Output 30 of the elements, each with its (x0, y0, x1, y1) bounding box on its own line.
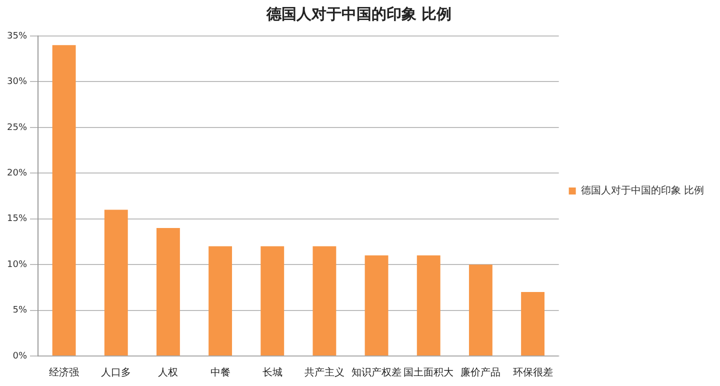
bar (260, 246, 284, 356)
x-tick-label: 人口多 (101, 366, 132, 379)
y-tick-label: 15% (6, 214, 28, 224)
x-tick-label: 国土面积大 (404, 366, 454, 379)
bar (312, 246, 336, 356)
bar (156, 228, 180, 356)
y-tick-label: 25% (6, 122, 28, 133)
bar (521, 292, 544, 356)
x-tick-label: 共产主义 (304, 366, 344, 379)
legend-label: 德国人对于中国的印象 比例 (580, 184, 704, 197)
bar (364, 255, 388, 356)
bar (416, 255, 440, 356)
bar (52, 45, 76, 356)
x-tick-label: 知识产权差 (352, 366, 402, 379)
chart-title: 德国人对于中国的印象 比例 (265, 4, 452, 23)
y-tick-label: 0% (12, 351, 28, 362)
y-tick-label: 20% (6, 168, 28, 178)
x-tick-label: 人权 (158, 366, 178, 379)
x-tick-label: 长城 (262, 366, 282, 379)
x-tick-label: 中餐 (210, 366, 230, 379)
x-tick-label: 经济强 (49, 366, 80, 379)
bar (104, 210, 128, 356)
y-tick-label: 30% (6, 77, 28, 88)
x-tick-label: 廉价产品 (460, 366, 501, 379)
x-tick-label: 环保很差 (512, 366, 553, 379)
y-tick-label: 10% (6, 260, 28, 270)
bar (468, 264, 492, 356)
y-tick-label: 35% (6, 31, 28, 42)
bar (208, 246, 232, 356)
y-tick-label: 5% (12, 306, 28, 316)
